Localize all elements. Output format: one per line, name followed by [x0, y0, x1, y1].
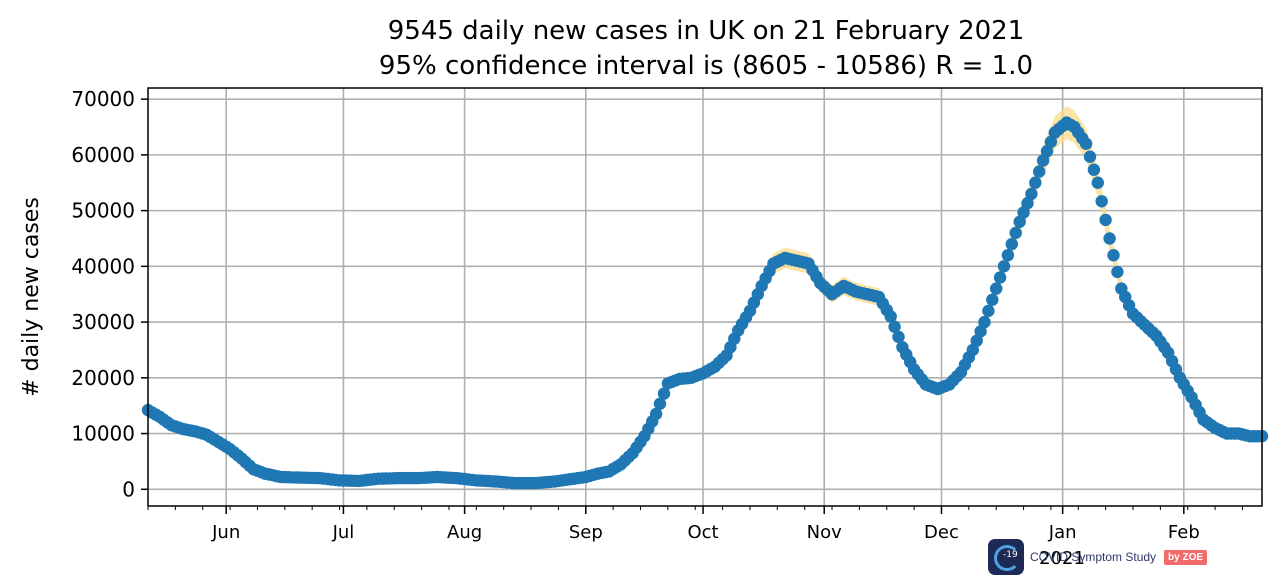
axes [147, 87, 1263, 507]
y-tick-label: 40000 [71, 254, 135, 278]
data-point [1103, 232, 1116, 245]
y-tick-label: 30000 [71, 310, 135, 334]
x-ticks: Jun Jul Aug Sep Oct Nov Dec Jan Feb [147, 506, 1243, 543]
y-ticks: 0 10000 20000 30000 40000 50000 60000 70000 [71, 87, 148, 501]
data-point [1001, 249, 1015, 262]
data-point [1099, 213, 1112, 227]
data-point [1013, 215, 1026, 228]
app-name: COVID Symptom Study [1030, 550, 1157, 564]
y-tick-label: 20000 [71, 366, 135, 390]
data-point [997, 260, 1011, 273]
y-tick-label: 60000 [71, 143, 135, 167]
zoe-badge: by ZOE [1164, 549, 1208, 565]
x-tick-label: Nov [807, 522, 842, 543]
data-point [1029, 176, 1042, 189]
year-label: 2021 [1039, 548, 1085, 569]
data-point [1017, 206, 1030, 219]
data-point [1040, 145, 1054, 158]
data-point [1025, 187, 1038, 201]
data-point [1107, 249, 1120, 262]
data-point [1083, 150, 1097, 163]
data-point [657, 387, 671, 400]
data-point [1079, 137, 1093, 150]
data-point [1021, 197, 1034, 210]
x-tick-label: Jul [332, 522, 355, 543]
data-point [1087, 163, 1101, 176]
x-tick-label: Dec [924, 522, 959, 543]
x-tick-label: Aug [447, 522, 482, 543]
data-point [982, 304, 995, 318]
y-tick-label: 50000 [71, 199, 135, 223]
x-tick-label: Feb [1168, 522, 1200, 543]
data-point [649, 407, 663, 421]
y-tick-label: 70000 [71, 87, 135, 111]
covid-symptom-study-logo: -19 COVID Symptom Study by ZOE [988, 538, 1208, 576]
data-point [653, 397, 667, 410]
confidence-band-area [148, 106, 1262, 484]
chart-title: 9545 daily new cases in UK on 21 Februar… [388, 16, 1025, 46]
y-axis-label: # daily new cases [19, 197, 44, 397]
y-tick-label: 0 [122, 477, 135, 501]
data-point [892, 330, 905, 344]
x-tick-label: Jan [1048, 522, 1077, 543]
data-point [970, 334, 983, 347]
data-point [1095, 195, 1108, 208]
data-point [884, 310, 897, 323]
grid-lines [148, 88, 1262, 506]
data-point [888, 320, 901, 333]
data-point [1091, 176, 1105, 189]
axes-frame [147, 87, 1263, 507]
data-points [141, 116, 1269, 490]
data-point [993, 271, 1007, 284]
x-tick-label: Jun [211, 522, 240, 543]
badge-text: -19 [1003, 550, 1018, 560]
chart-subtitle: 95% confidence interval is (8605 - 10586… [379, 51, 1033, 81]
data-point [986, 293, 999, 306]
data-point [974, 325, 987, 338]
x-tick-label: Oct [687, 522, 718, 543]
data-point [1005, 237, 1018, 251]
y-tick-label: 10000 [71, 422, 135, 446]
data-point [1009, 226, 1022, 240]
data-point [1111, 265, 1124, 279]
data-point [1033, 165, 1046, 178]
data-point [1044, 135, 1058, 149]
covid-badge-icon: -19 [988, 539, 1024, 575]
data-point [990, 282, 1003, 295]
confidence-band [148, 106, 1262, 484]
x-tick-label: Sep [569, 522, 603, 543]
data-point [978, 315, 991, 329]
data-point [1036, 154, 1050, 167]
